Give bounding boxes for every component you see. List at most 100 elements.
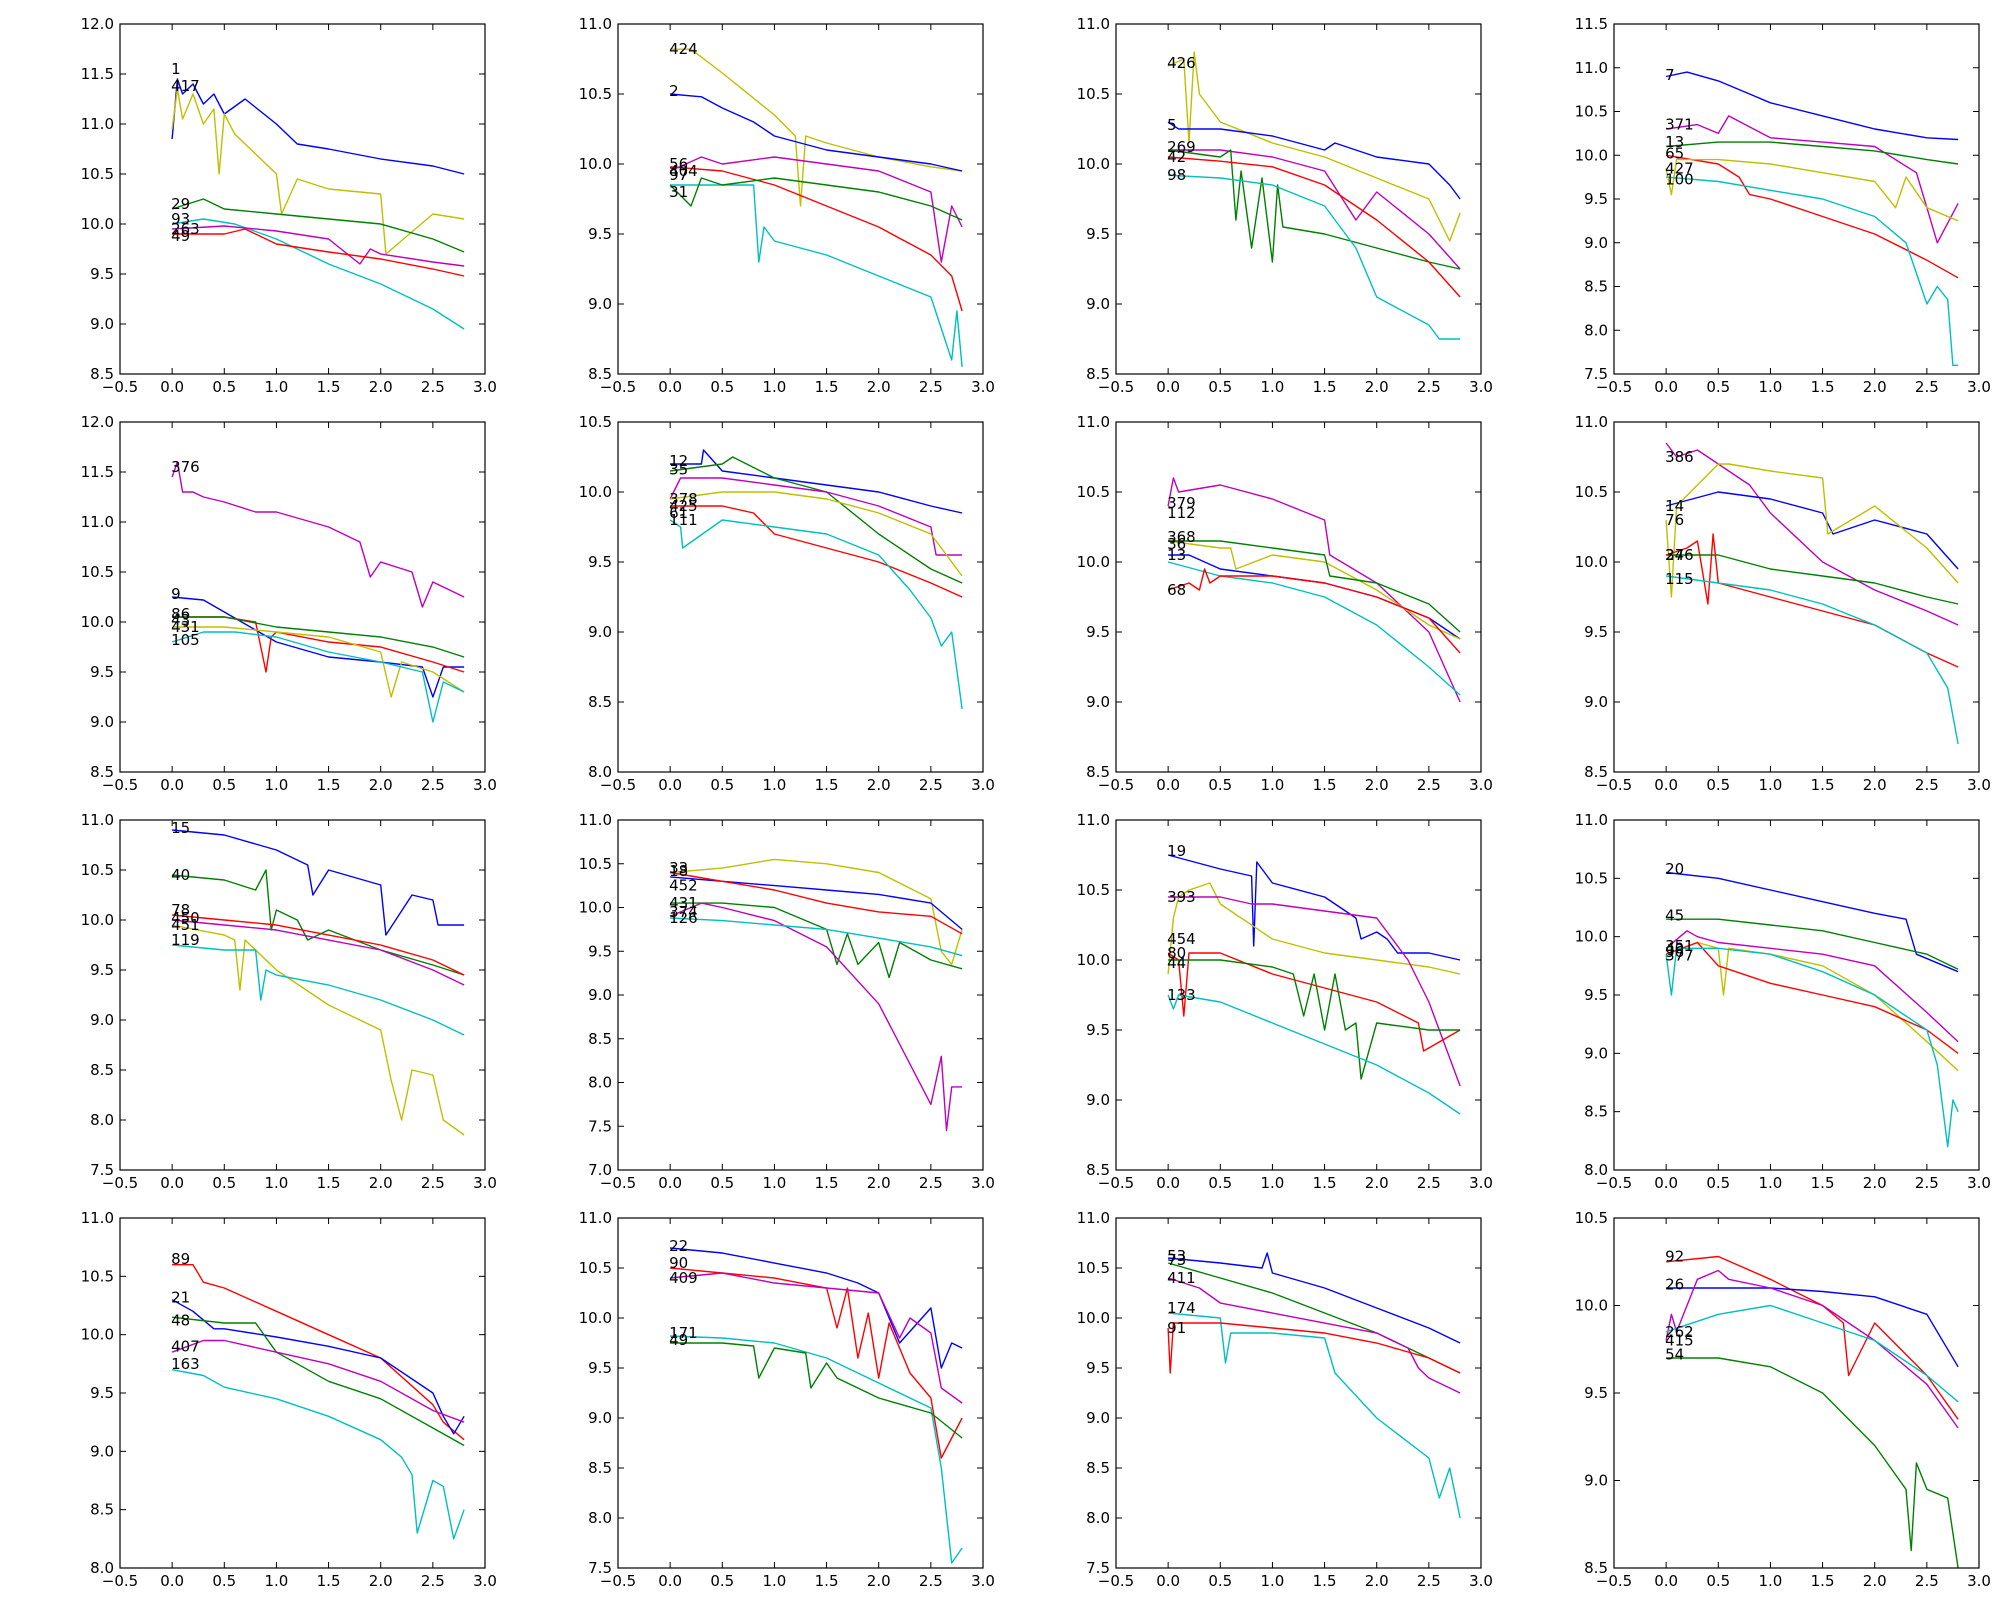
series-label: 19 [1167,842,1186,860]
y-tick-label: 8.0 [588,1074,612,1092]
series-label: 15 [171,819,190,837]
series-line-49 [172,228,465,277]
y-tick-label: 9.0 [1584,1044,1608,1062]
y-tick-label: 9.5 [1584,623,1608,641]
x-tick-label: 0.5 [1706,378,1730,396]
series-label: 13 [1167,546,1186,564]
series-label: 111 [669,511,698,529]
y-tick-label: 8.5 [588,693,612,711]
x-tick-label: 3.0 [473,1174,497,1192]
x-tick-label: 2.0 [1863,1174,1887,1192]
series-label: 93 [171,210,190,228]
x-tick-label: 0.0 [1654,378,1678,396]
axes-frame [617,421,984,773]
x-tick-label: 2.0 [1863,378,1887,396]
y-tick-label: 10.0 [579,899,612,917]
x-tick-label: 2.5 [1417,776,1441,794]
x-tick-label: −0.5 [600,776,636,794]
x-tick-label: 2.5 [919,378,943,396]
series-label: 26 [1665,1276,1684,1294]
series-line-425 [670,491,963,577]
x-tick-label: −0.5 [1098,378,1134,396]
series-line-100 [1666,176,1959,366]
series-line-68 [1167,568,1461,654]
series-label: 7 [1665,66,1675,84]
y-tick-label: 9.0 [1086,1409,1110,1427]
y-tick-label: 10.5 [1575,103,1608,121]
y-tick-label: 9.5 [90,961,114,979]
x-tick-label: 2.0 [867,1572,891,1590]
series-line-12 [670,449,963,514]
x-tick-label: 3.0 [1469,1572,1493,1590]
series-line-371 [1666,115,1959,244]
y-tick-label: 8.5 [1086,1161,1110,1179]
y-tick-label: 11.5 [81,65,114,83]
y-tick-label: 10.5 [579,85,612,103]
series-line-61 [670,505,963,598]
x-tick-label: 2.0 [369,776,393,794]
axes-frame [119,1217,486,1569]
series-line-90 [670,1267,963,1459]
series-label: 351 [1665,937,1694,955]
series-label: 431 [171,618,200,636]
y-tick-label: 9.5 [1086,1021,1110,1039]
series-line-163 [171,1369,465,1540]
x-tick-label: 1.5 [317,776,341,794]
series-line-424 [670,48,963,207]
y-tick-label: 10.0 [579,483,612,501]
y-tick-label: 9.5 [588,942,612,960]
series-label: 40 [1665,939,1684,957]
x-tick-label: −0.5 [1596,378,1632,396]
series-label: 18 [669,862,688,880]
axes-frame [119,421,486,773]
series-line-409 [670,1272,963,1404]
y-tick-label: 9.0 [588,623,612,641]
x-tick-label: 2.0 [1365,776,1389,794]
x-tick-label: 2.0 [867,776,891,794]
y-tick-label: 11.5 [81,463,114,481]
series-line-42 [1168,149,1461,270]
series-label: 119 [171,931,200,949]
y-tick-label: 8.0 [1584,1161,1608,1179]
x-tick-label: 3.0 [971,1174,995,1192]
series-label: 20 [1665,860,1684,878]
x-tick-label: −0.5 [1596,776,1632,794]
series-label: 174 [1167,1299,1196,1317]
series-line-263 [172,225,465,267]
x-tick-label: 0.5 [1208,776,1232,794]
axes-frame [617,1217,984,1569]
x-tick-label: 2.5 [421,378,445,396]
x-tick-label: 0.5 [710,776,734,794]
series-line-33 [670,858,963,966]
y-tick-label: 10.5 [579,1259,612,1277]
axes-frame [1613,1217,1980,1569]
y-tick-label: 7.0 [588,1161,612,1179]
x-tick-label: 2.0 [867,378,891,396]
y-tick-label: 10.0 [1077,553,1110,571]
x-tick-label: −0.5 [1098,1174,1134,1192]
x-tick-label: 0.5 [212,1572,236,1590]
series-line-368 [1168,540,1461,640]
series-label: 427 [1665,159,1694,177]
y-tick-label: 10.0 [1077,155,1110,173]
series-label: 44 [1167,954,1186,972]
series-line-91 [1167,1322,1461,1374]
series-line-7 [1665,71,1959,141]
series-line-53 [1168,1252,1461,1344]
x-tick-label: 2.5 [1417,1174,1441,1192]
series-label: 40 [171,866,190,884]
x-tick-label: 2.5 [421,1572,445,1590]
series-line-93 [171,218,465,330]
y-tick-label: 9.0 [1584,1472,1608,1490]
y-tick-label: 9.5 [588,225,612,243]
series-label: 112 [1167,504,1196,522]
series-line-56 [669,156,963,263]
series-line-80 [1167,952,1461,1052]
x-tick-label: −0.5 [102,378,138,396]
x-tick-label: 2.5 [919,1572,943,1590]
